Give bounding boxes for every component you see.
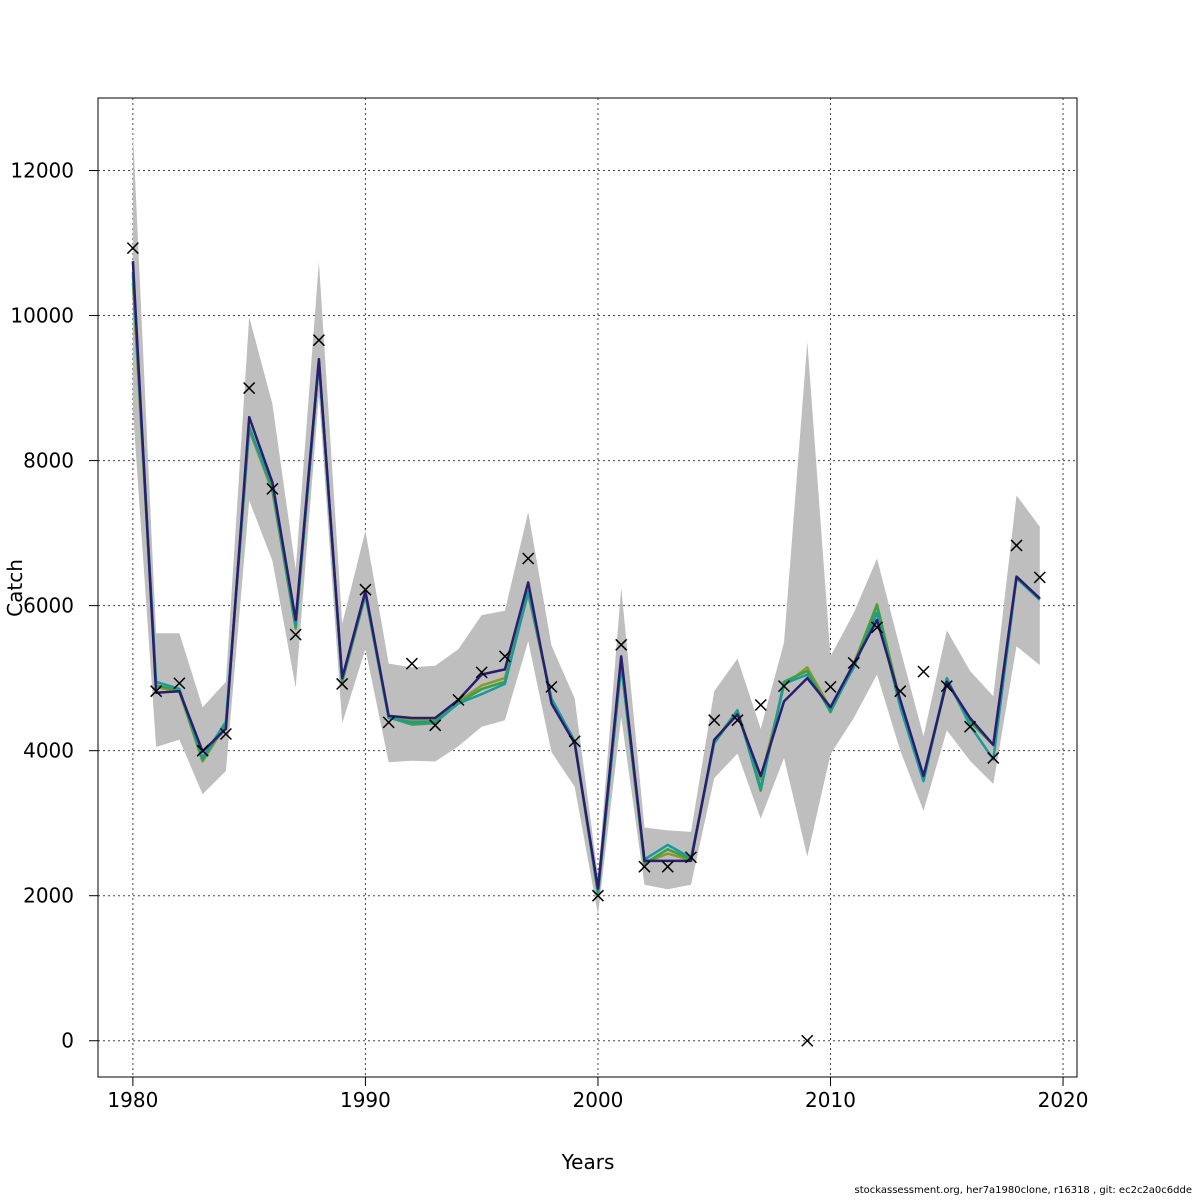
y-tick-label: 0 [61,1029,74,1053]
observed-point [801,1034,814,1047]
observed-point [661,860,674,873]
y-tick-label: 8000 [23,449,74,473]
footer-credit: stockassessment.org, her7a1980clone, r16… [854,1185,1192,1196]
x-axis-label: Years [561,1150,615,1174]
observed-point [266,482,279,495]
y-tick-label: 4000 [23,739,74,763]
observed-point [405,657,418,670]
y-axis-label: Catch [3,559,27,617]
confidence-band-area [132,130,1040,915]
observed-point [684,851,698,864]
observed-point [870,621,884,634]
observed-point [126,242,139,255]
observed-point [429,719,442,732]
observed-point [196,744,209,757]
series-lines [131,261,1041,896]
observed-point [940,680,953,693]
observed-point [289,628,302,641]
confidence-band [132,130,1040,915]
observed-point [150,685,163,698]
observed-point [615,638,628,651]
observed-point [894,685,907,698]
observed-point [1010,539,1023,552]
observed-point [591,889,604,902]
observed-point [498,650,511,663]
observed-point [219,727,232,741]
observed-point [964,720,977,733]
observed-point [638,860,651,873]
y-tick-label: 12000 [10,159,74,183]
observed-point [312,334,325,347]
x-tick-label: 1990 [340,1088,391,1112]
x-tick-label: 2010 [805,1088,856,1112]
observed-points [126,242,1046,1047]
y-tick-label: 2000 [23,884,74,908]
observed-point [708,714,721,727]
axes: 1980 1990 2000 2010 2020 0 2000 4000 6000 8000 100… [10,97,1089,1112]
observed-point [522,552,535,565]
observed-point [336,677,349,690]
observed-point [173,677,186,690]
observed-point [359,583,372,596]
observed-point [917,665,930,678]
observed-point [847,656,860,669]
x-tick-label: 2020 [1038,1088,1089,1112]
observed-point [243,382,256,395]
observed-point [568,735,581,748]
x-tick-label: 2000 [573,1088,624,1112]
grid-lines [98,98,1077,1077]
observed-point [731,714,744,727]
y-tick-label: 6000 [23,594,74,618]
observed-point [987,751,1000,764]
plot-frame [97,97,1078,1078]
y-tick-label: 10000 [10,304,74,328]
observed-point [475,666,488,679]
series-line-1 [131,261,1041,890]
observed-point [382,716,395,729]
observed-point [545,680,558,693]
x-tick-label: 1980 [107,1088,158,1112]
observed-point [824,680,837,693]
observed-point [754,698,767,712]
observed-point [1033,571,1046,584]
observed-point [452,693,465,706]
observed-point [777,680,791,693]
